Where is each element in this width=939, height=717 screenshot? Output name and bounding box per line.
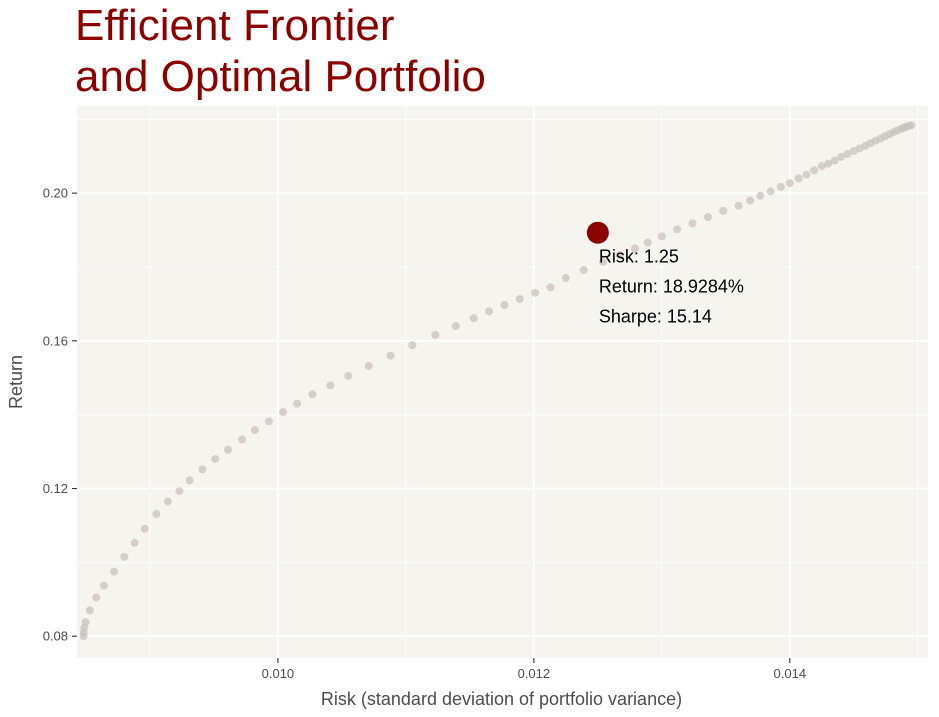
frontier-point-45 [688, 219, 697, 228]
annotation-line-0: Risk: 1.25 [599, 247, 679, 267]
frontier-point-60 [836, 152, 845, 161]
frontier-point-5 [92, 593, 101, 602]
frontier-point-12 [163, 497, 172, 506]
y-tick-label-1: 0.12 [43, 481, 68, 496]
frontier-series [79, 121, 916, 641]
plot-panel [77, 106, 928, 658]
frontier-point-3 [81, 618, 90, 627]
frontier-point-51 [766, 187, 775, 196]
frontier-point-76 [907, 121, 916, 130]
frontier-point-36 [546, 283, 555, 292]
grid-major [77, 106, 928, 658]
annotation-line-2: Sharpe: 15.14 [599, 307, 712, 327]
frontier-point-19 [250, 426, 259, 435]
frontier-point-13 [175, 487, 184, 496]
optimal-annotation: Risk: 1.25 Return: 18.9284% Sharpe: 15.14 [599, 247, 744, 327]
frontier-point-11 [152, 510, 161, 518]
frontier-point-33 [500, 301, 509, 310]
frontier-point-22 [293, 399, 302, 408]
frontier-point-59 [830, 156, 839, 165]
frontier-point-44 [673, 225, 682, 234]
frontier-point-46 [703, 213, 712, 222]
frontier-point-10 [140, 524, 149, 533]
frontier-point-61 [843, 150, 852, 158]
frontier-point-29 [431, 330, 440, 339]
y-axis: 0.08 0.12 0.16 0.20 [43, 186, 77, 644]
frontier-point-47 [719, 206, 728, 215]
frontier-point-42 [643, 238, 652, 247]
x-axis-title: Risk (standard deviation of portfolio va… [321, 689, 682, 709]
frontier-point-32 [485, 307, 494, 316]
frontier-point-50 [756, 191, 765, 200]
frontier-point-40 [615, 251, 624, 260]
y-tick-label-0: 0.08 [43, 629, 68, 644]
frontier-point-39 [598, 257, 607, 266]
frontier-point-24 [326, 381, 335, 390]
y-tick-label-2: 0.16 [43, 333, 68, 348]
x-tick-label-1: 0.012 [518, 666, 551, 681]
frontier-point-35 [531, 288, 540, 297]
optimal-point [586, 221, 609, 244]
frontier-point-37 [561, 274, 570, 283]
y-axis-title: Return [6, 355, 26, 409]
frontier-point-26 [364, 361, 373, 370]
frontier-point-43 [657, 232, 666, 241]
frontier-point-41 [630, 244, 639, 253]
frontier-point-15 [198, 465, 207, 474]
frontier-point-18 [238, 435, 247, 444]
frontier-point-52 [776, 182, 785, 191]
chart-title-line-1: Efficient Frontier [75, 1, 395, 50]
frontier-point-16 [211, 454, 220, 463]
frontier-point-9 [130, 538, 139, 547]
frontier-point-54 [794, 174, 803, 183]
frontier-point-27 [386, 351, 395, 360]
x-axis: 0.010 0.012 0.014 [262, 658, 806, 681]
chart-title-line-2: and Optimal Portfolio [75, 52, 486, 101]
frontier-point-48 [734, 201, 743, 210]
y-tick-label-3: 0.20 [43, 186, 68, 201]
optimal-series [586, 221, 609, 244]
frontier-point-7 [110, 567, 119, 576]
frontier-point-34 [515, 295, 524, 304]
frontier-point-56 [810, 166, 819, 175]
frontier-point-49 [746, 196, 755, 205]
frontier-point-38 [579, 265, 588, 274]
frontier-point-55 [802, 170, 811, 179]
frontier-point-30 [451, 322, 460, 331]
frontier-point-31 [469, 314, 478, 323]
x-tick-label-0: 0.010 [262, 666, 295, 681]
frontier-point-20 [264, 417, 273, 426]
frontier-point-53 [785, 179, 794, 188]
frontier-point-25 [344, 371, 353, 380]
annotation-line-1: Return: 18.9284% [599, 277, 744, 297]
frontier-point-4 [85, 606, 94, 615]
frontier-point-28 [408, 341, 417, 350]
frontier-point-23 [308, 390, 317, 399]
frontier-point-58 [824, 159, 833, 168]
frontier-point-21 [279, 408, 288, 417]
frontier-point-17 [224, 445, 233, 454]
frontier-point-57 [817, 162, 826, 171]
frontier-point-6 [99, 581, 108, 590]
frontier-point-8 [120, 552, 129, 561]
grid-minor [77, 106, 928, 658]
x-tick-label-2: 0.014 [774, 666, 807, 681]
frontier-point-14 [185, 476, 194, 485]
